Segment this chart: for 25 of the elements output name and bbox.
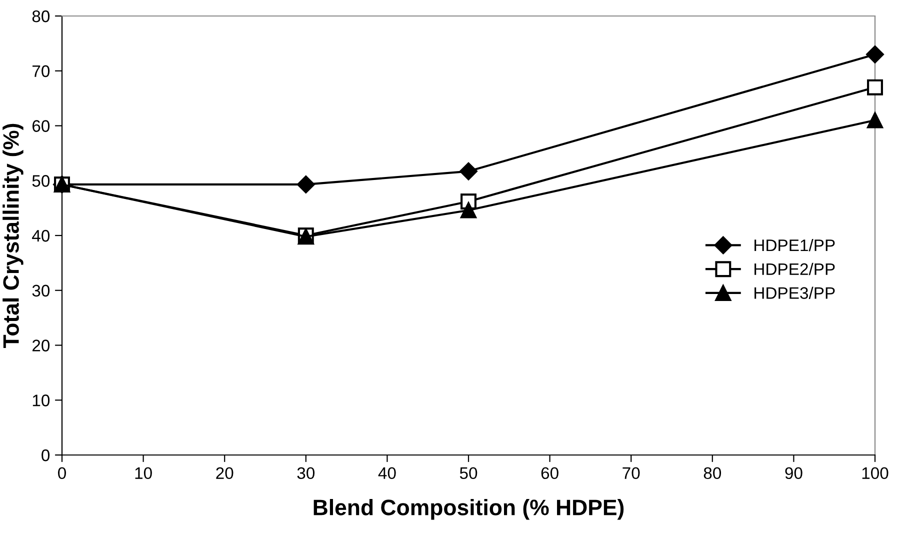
legend-label: HDPE2/PP [754,262,835,276]
x-tick-label: 30 [297,467,315,480]
legend-label: HDPE1/PP [754,238,835,252]
y-tick-label: 30 [32,284,50,297]
y-tick-label: 40 [32,230,50,242]
y-tick-label: 10 [32,394,50,406]
x-tick-label: 0 [58,467,66,480]
y-tick-label: 80 [32,10,50,22]
x-tick-label: 40 [378,467,396,480]
x-tick-label: 90 [785,467,802,480]
x-tick-label: 10 [135,467,152,480]
y-tick-label: 70 [32,65,50,78]
y-tick-label: 60 [32,120,50,132]
y-tick-label: 20 [32,340,50,352]
x-tick-label: 60 [541,467,558,480]
x-tick-label: 20 [216,467,234,480]
x-tick-label: 70 [622,467,640,480]
x-tick-label: 100 [862,467,888,480]
y-axis-title: Total Crystallinity (%) [2,124,24,348]
x-tick-label: 80 [704,467,722,480]
y-tick-label: 50 [32,175,50,187]
y-tick-label: 0 [42,449,50,462]
x-axis-title: Blend Composition (% HDPE) [314,499,624,520]
legend-label: HDPE3/PP [754,286,835,299]
x-tick-label: 50 [460,467,478,480]
